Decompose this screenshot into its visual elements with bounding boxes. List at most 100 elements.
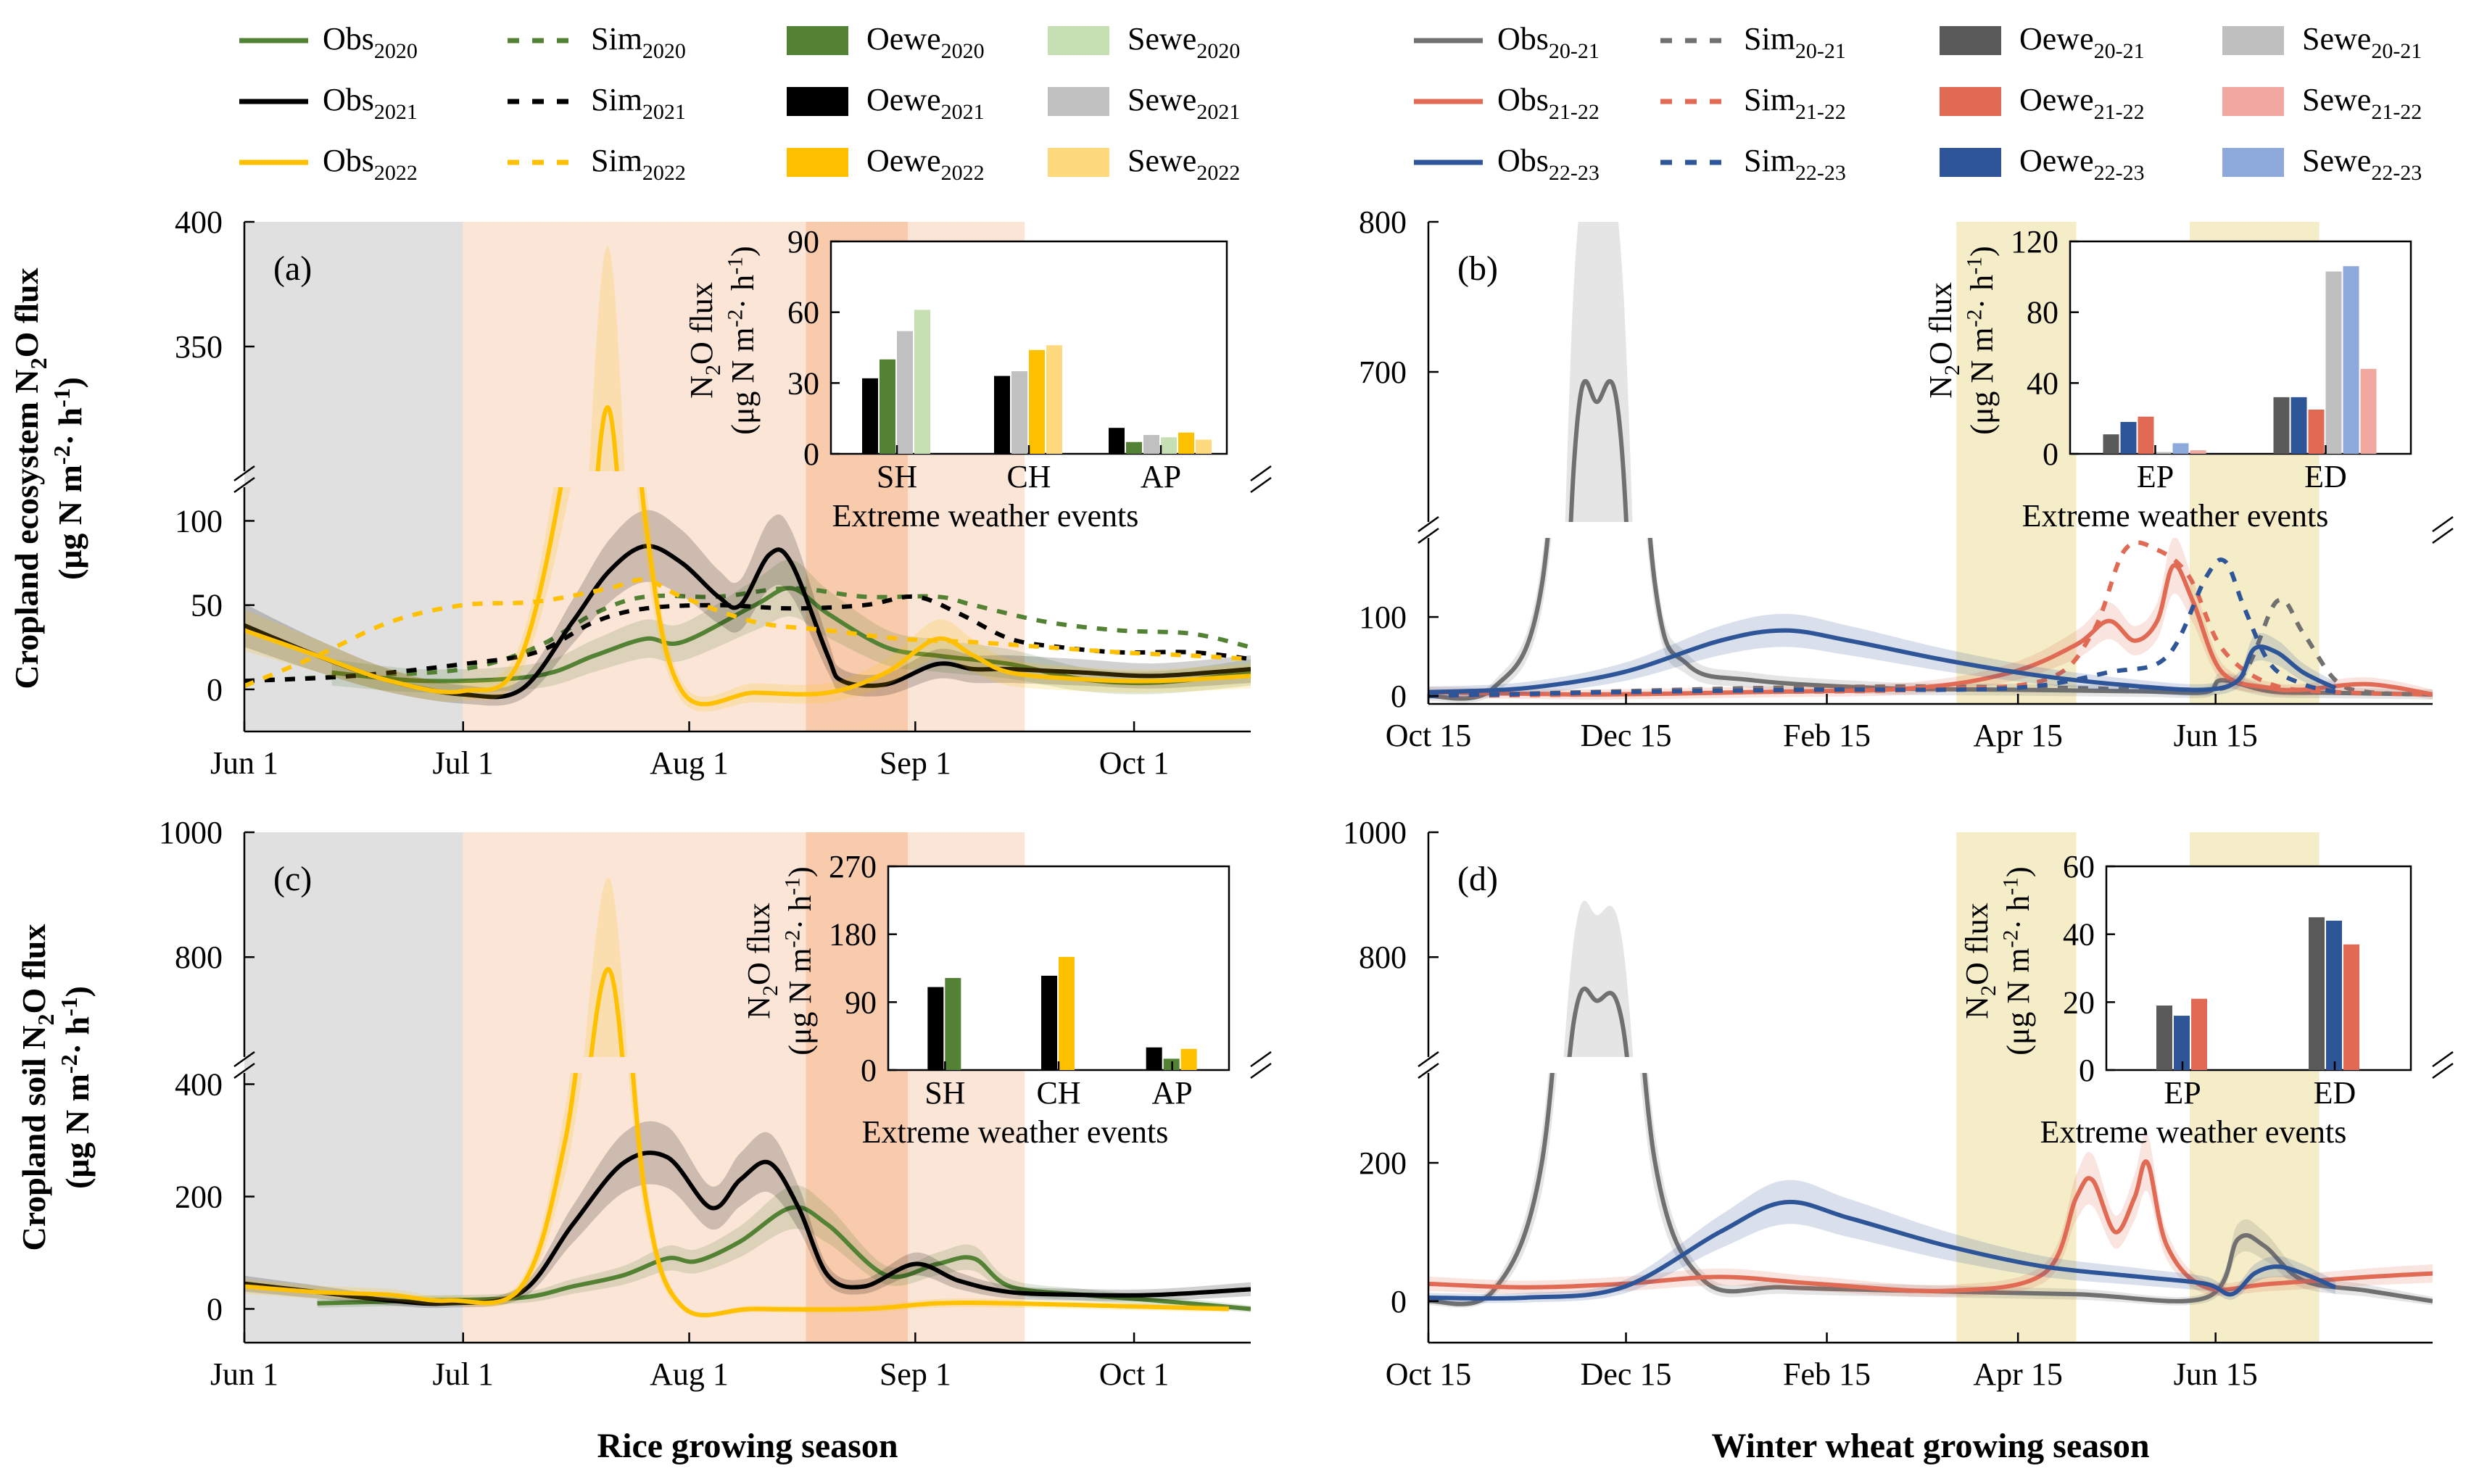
ytick-label: 0	[1391, 679, 1407, 714]
legend-label: Oewe22-23	[2019, 143, 2145, 185]
legend-label: Sewe2022	[1127, 143, 1240, 185]
inset-x-title: Extreme weather events	[862, 1114, 1169, 1150]
inset-bar-oewe2021-ch	[1041, 975, 1057, 1070]
inset-xtick-label: SH	[924, 1075, 965, 1111]
inset-ytick-label: 80	[2027, 295, 2058, 331]
break-right-2	[1250, 476, 1272, 494]
ytick-label: 0	[207, 672, 223, 708]
y-title-soil: Cropland soil N2O flux(μg N m-2· h-1)	[15, 924, 96, 1251]
inset-xtick-label: CH	[1036, 1075, 1080, 1111]
legend-label: Sim2022	[591, 143, 686, 185]
xtick-label: Aug 1	[650, 1356, 729, 1392]
line-obs2021-lo	[244, 1151, 1251, 1306]
panel-label: (a)	[273, 249, 312, 288]
inset-bar-oewe2122-ep	[2138, 416, 2154, 454]
inset-xtick-label: AP	[1152, 1075, 1193, 1111]
xtick-label: Apr 15	[1973, 718, 2062, 753]
xtick-label: Jun 15	[2174, 1356, 2258, 1392]
inset-ytick-label: 30	[787, 365, 819, 401]
inset-y-title-line2: (μg N m-2· h-1)	[724, 246, 761, 434]
xtick-label: Sep 1	[880, 1356, 951, 1392]
ytick-label: 800	[1359, 940, 1407, 975]
inset-bar-oewe2022-ap	[1178, 432, 1194, 454]
inset-bar-sewe2021-ch	[1011, 371, 1027, 454]
legend-label: Oewe20-21	[2019, 21, 2145, 63]
inset-ytick-label: 270	[829, 849, 877, 884]
inset-x-title: Extreme weather events	[2022, 498, 2329, 534]
xtick-label: Dec 15	[1581, 718, 1672, 753]
xtick-label: Oct 15	[1386, 718, 1472, 753]
inset-ytick-label: 90	[845, 985, 877, 1020]
legend-swatch-box	[1940, 148, 2001, 177]
xtick-label: Dec 15	[1581, 1356, 1672, 1392]
legend-label: Sewe22-23	[2302, 143, 2422, 185]
inset-bar-oewe2020-sh	[880, 359, 895, 454]
inset-bar-sewe2122-ed	[2360, 368, 2377, 454]
legend-label: Oewe2020	[866, 21, 985, 63]
line-obs2022-lo	[244, 487, 1251, 707]
ytick-label: 200	[1359, 1145, 1407, 1181]
legend-label: Sim2021	[591, 82, 686, 124]
xtick-label: Oct 15	[1386, 1356, 1472, 1392]
band-obs2021-up	[1565, 222, 1633, 522]
inset-y-title: N2O flux(μg N m-2· h-1)	[741, 866, 818, 1055]
y-title-ecosystem-line1: Cropland ecosystem N2O flux	[8, 268, 51, 689]
inset-xtick-label: AP	[1141, 459, 1181, 494]
break-right-2	[1250, 1062, 1272, 1079]
inset-bar-oewe2122-ed	[2343, 944, 2359, 1070]
inset-bar-oewe2021-ed	[2309, 917, 2325, 1070]
inset-y-title: N2O flux(μg N m-2· h-1)	[1923, 246, 2000, 434]
break-left-1	[1418, 1050, 1439, 1068]
ytick-label: 100	[175, 503, 223, 539]
inset-xtick-label: EP	[2164, 1075, 2201, 1111]
inset-bar-oewe2021-ap	[1146, 1047, 1162, 1070]
inset-ytick-label: 0	[2043, 436, 2058, 472]
inset-bar-oewe2022-ap	[1180, 1048, 1197, 1070]
legend-label: Obs2020	[323, 21, 418, 63]
ytick-label: 100	[1359, 600, 1407, 635]
inset-bar-sewe2021-ep	[2155, 452, 2172, 454]
ytick-label: 400	[175, 1067, 223, 1103]
band-obs2021-lo	[244, 1121, 1251, 1309]
inset-bar-oewe2022-ch	[1059, 956, 1075, 1070]
inset-bar-oewe2122-ep	[2191, 998, 2207, 1070]
panel-a: 0 50 100 350 400 Jun 1 Jul 1 Aug 1 Sep 1 Oct 1 (a)…	[175, 204, 1272, 781]
break-left-2	[233, 476, 255, 494]
ytick-label: 400	[175, 204, 223, 240]
inset-bar-oewe2021-sh	[927, 987, 944, 1070]
x-axis-title: Rice growing season	[597, 1427, 898, 1465]
inset-ytick-label: 180	[829, 917, 877, 953]
inset-x-title: Extreme weather events	[832, 498, 1139, 534]
xtick-label: Sep 1	[880, 745, 951, 781]
inset-ytick-label: 90	[787, 224, 819, 260]
legend-label: Sewe2021	[1127, 82, 1240, 124]
inset-bar-oewe2021-sh	[862, 378, 878, 454]
inset-ytick-label: 40	[2027, 365, 2058, 401]
inset-y-title-line2: (μg N m-2· h-1)	[1999, 866, 2036, 1055]
inset-bar-oewe2122-ed	[2308, 409, 2325, 454]
legend-label: Oewe21-22	[2019, 82, 2145, 124]
legend-label: Obs21-22	[1497, 82, 1600, 124]
inset-ytick-label: 60	[787, 295, 819, 331]
inset-y-title-line1: N2O flux	[684, 282, 725, 398]
band-obs2020-lo	[331, 560, 1251, 695]
y-title-soil-line1: Cropland soil N2O flux	[15, 924, 59, 1251]
shade-grey	[244, 832, 463, 1343]
legend-label: Sewe2020	[1127, 21, 1240, 63]
legend-label: Sewe20-21	[2302, 21, 2422, 63]
xtick-label: Jul 1	[433, 745, 494, 781]
inset-xtick-label: ED	[2314, 1075, 2356, 1111]
ytick-label: 1000	[1343, 815, 1407, 850]
band-obs2021-lo	[1428, 538, 2433, 703]
inset-bar-oewe2021-ap	[1109, 428, 1125, 454]
panel-label: (c)	[273, 860, 312, 898]
legend-swatch-box	[787, 148, 848, 177]
inset-bar-sewe2122-ep	[2190, 450, 2206, 454]
inset-bar-sewe2022-ch	[1046, 345, 1062, 454]
legend-swatch-box	[1048, 26, 1109, 55]
xtick-label: Apr 15	[1973, 1356, 2062, 1392]
inset-bar-oewe2223-ep	[2174, 1016, 2190, 1070]
